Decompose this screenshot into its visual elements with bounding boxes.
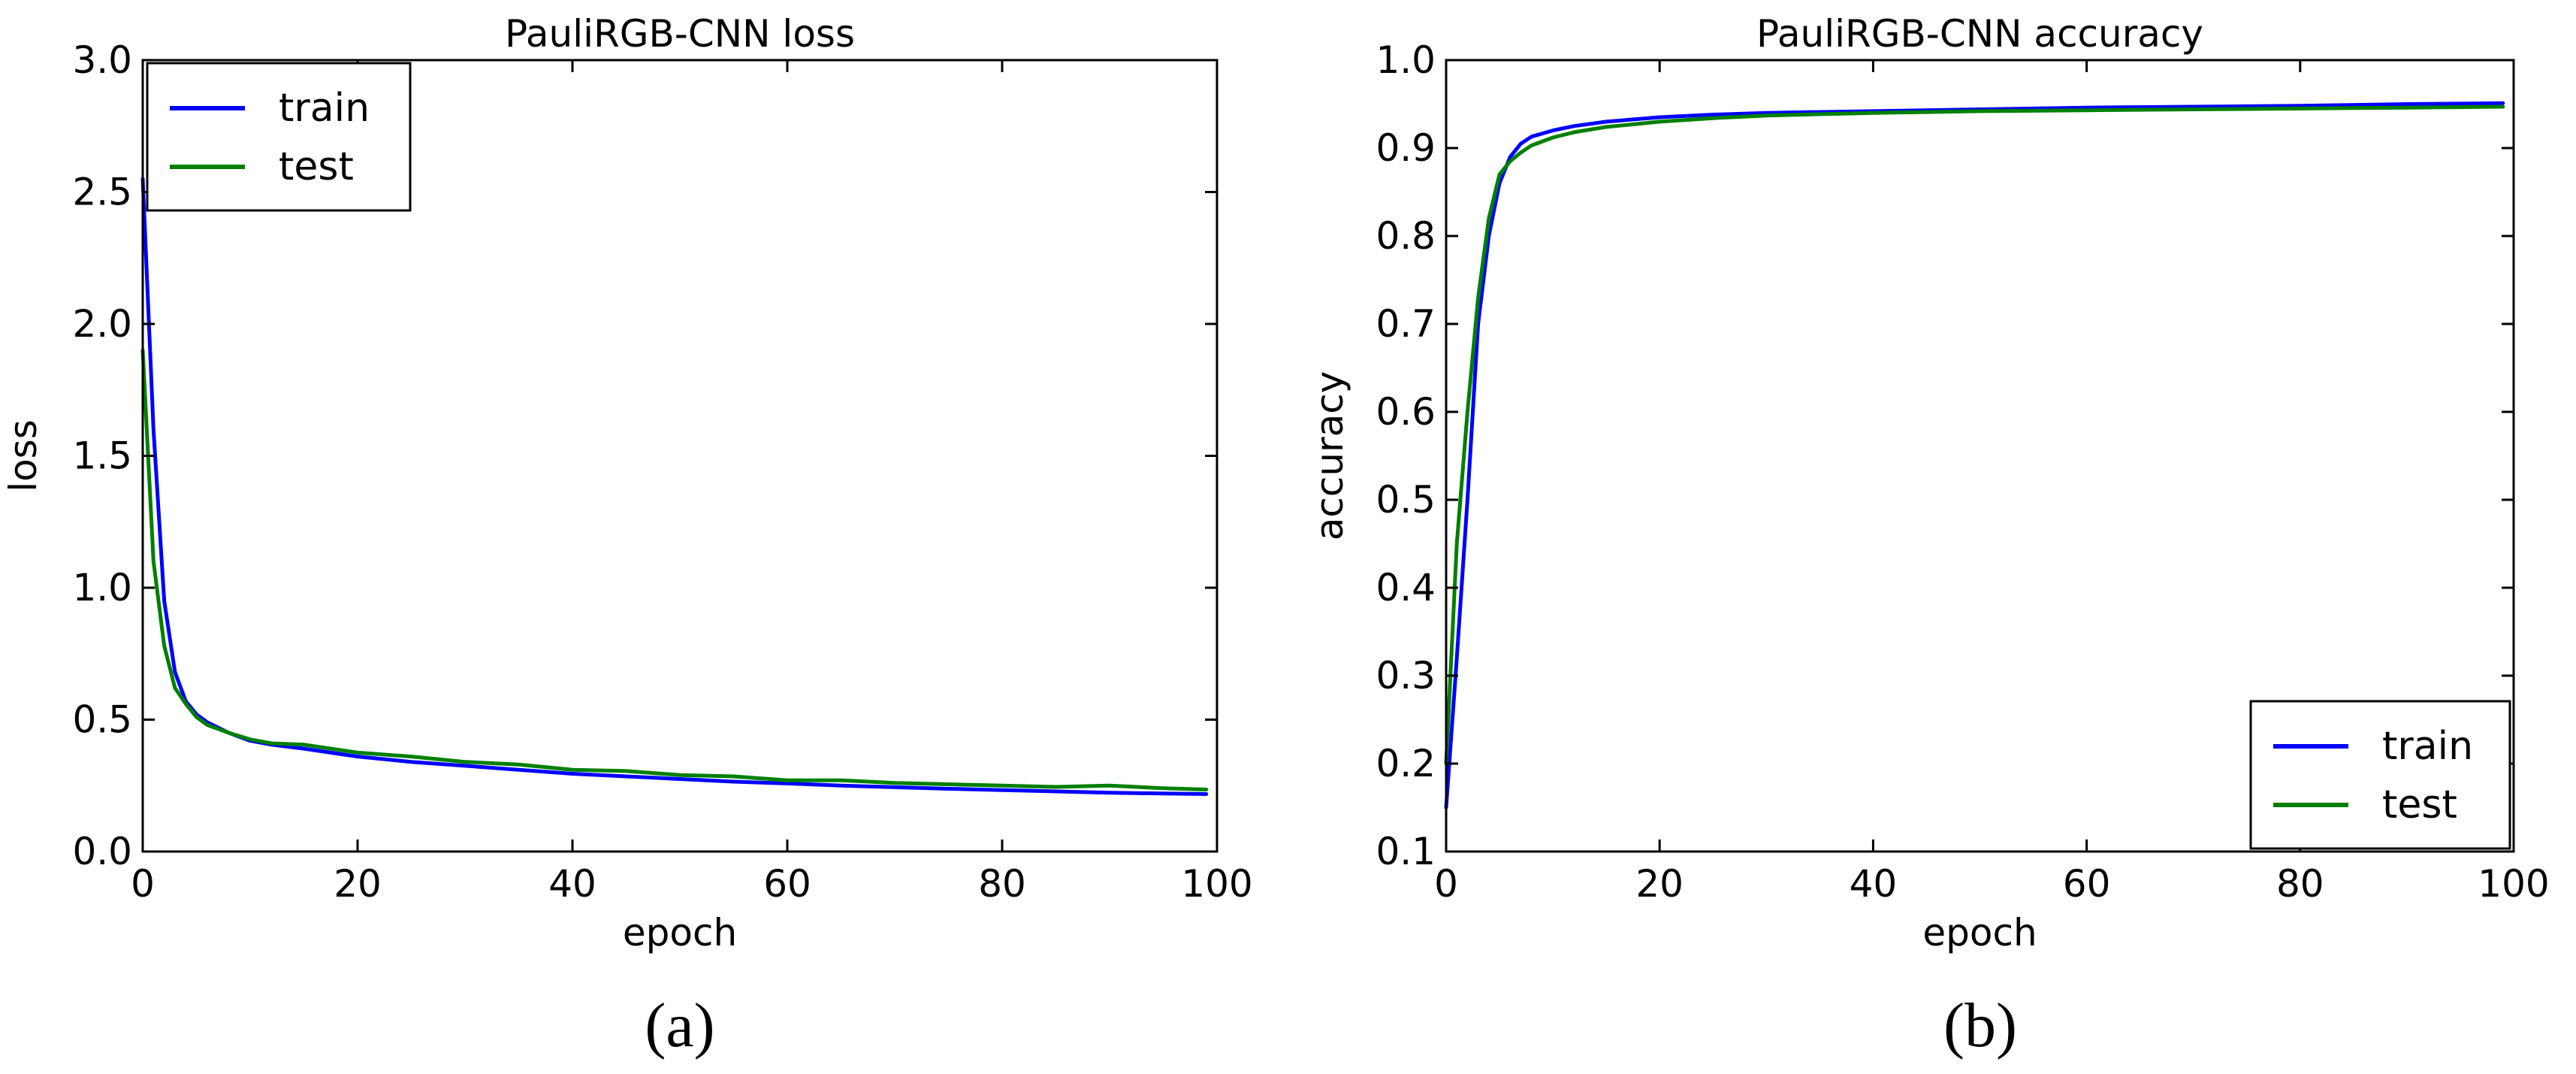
y-tick-label: 0.0 xyxy=(72,830,132,873)
plot-frame xyxy=(1445,59,2515,853)
series-line-test xyxy=(1444,104,2505,766)
x-axis-label: epoch xyxy=(1922,911,2037,954)
y-tick-label: 0.8 xyxy=(1376,214,1436,258)
x-tick-label: 0 xyxy=(131,862,155,906)
y-tick-label: 0.7 xyxy=(1376,302,1436,346)
legend-box xyxy=(2249,700,2511,850)
y-tick-label: 1.0 xyxy=(72,566,132,610)
x-tick-label: 80 xyxy=(2276,862,2324,906)
legend: train test xyxy=(2249,700,2511,850)
x-tick-label: 60 xyxy=(2063,862,2111,906)
y-tick-label: 1.5 xyxy=(72,434,132,478)
chart-1: 0 20 40 60 80 100 0.1 0.2 0.3 0.4 0.5 0.6 0.7 0.8 0.9 1… xyxy=(1308,12,2550,1060)
legend-box xyxy=(146,62,412,212)
y-tick-label: 2.0 xyxy=(72,302,132,346)
y-tick-label: 0.2 xyxy=(1376,742,1436,785)
x-tick-label: 100 xyxy=(2478,862,2549,906)
x-tick-label: 100 xyxy=(1181,862,1252,906)
y-tick-label: 3.0 xyxy=(72,38,132,82)
series-line-train xyxy=(1444,101,2505,809)
y-tick-label: 1.0 xyxy=(1376,38,1436,82)
x-axis-label: epoch xyxy=(623,911,737,954)
chart-0: 0 20 40 60 80 100 0.0 0.5 1.0 1.5 2.0 2.5 3.0 PauliRG… xyxy=(2,12,1253,1060)
y-tick-label: 0.9 xyxy=(1376,126,1436,170)
x-tick-label: 20 xyxy=(1635,862,1684,906)
y-tick-label: 0.3 xyxy=(1376,654,1436,697)
chart-title: PauliRGB-CNN accuracy xyxy=(1756,12,2203,56)
y-tick-label: 0.1 xyxy=(1376,830,1436,873)
chart-title: PauliRGB-CNN loss xyxy=(505,12,855,56)
series-line-train xyxy=(140,177,1209,796)
y-tick-label: 0.5 xyxy=(1376,478,1436,522)
x-tick-label: 40 xyxy=(548,862,596,906)
y-axis-label: loss xyxy=(2,419,45,492)
x-tick-label: 40 xyxy=(1850,862,1898,906)
legend-label-train: train xyxy=(279,86,370,131)
x-tick-label: 20 xyxy=(334,862,382,906)
y-tick-label: 0.5 xyxy=(72,698,132,742)
x-tick-label: 0 xyxy=(1434,862,1458,906)
legend-label-test: test xyxy=(2382,782,2457,827)
legend-label-test: test xyxy=(279,144,354,189)
y-tick-label: 0.6 xyxy=(1376,390,1436,434)
subfigure-caption: (b) xyxy=(1943,991,2017,1060)
x-tick-label: 80 xyxy=(978,862,1026,906)
y-tick-label: 2.5 xyxy=(72,171,132,214)
subfigure-caption: (a) xyxy=(645,991,714,1060)
legend: train test xyxy=(146,62,412,212)
y-axis-label: accuracy xyxy=(1308,371,1351,541)
y-tick-label: 0.4 xyxy=(1376,566,1436,610)
x-tick-label: 60 xyxy=(763,862,811,906)
series-line-test xyxy=(140,348,1209,791)
legend-label-train: train xyxy=(2382,724,2473,769)
